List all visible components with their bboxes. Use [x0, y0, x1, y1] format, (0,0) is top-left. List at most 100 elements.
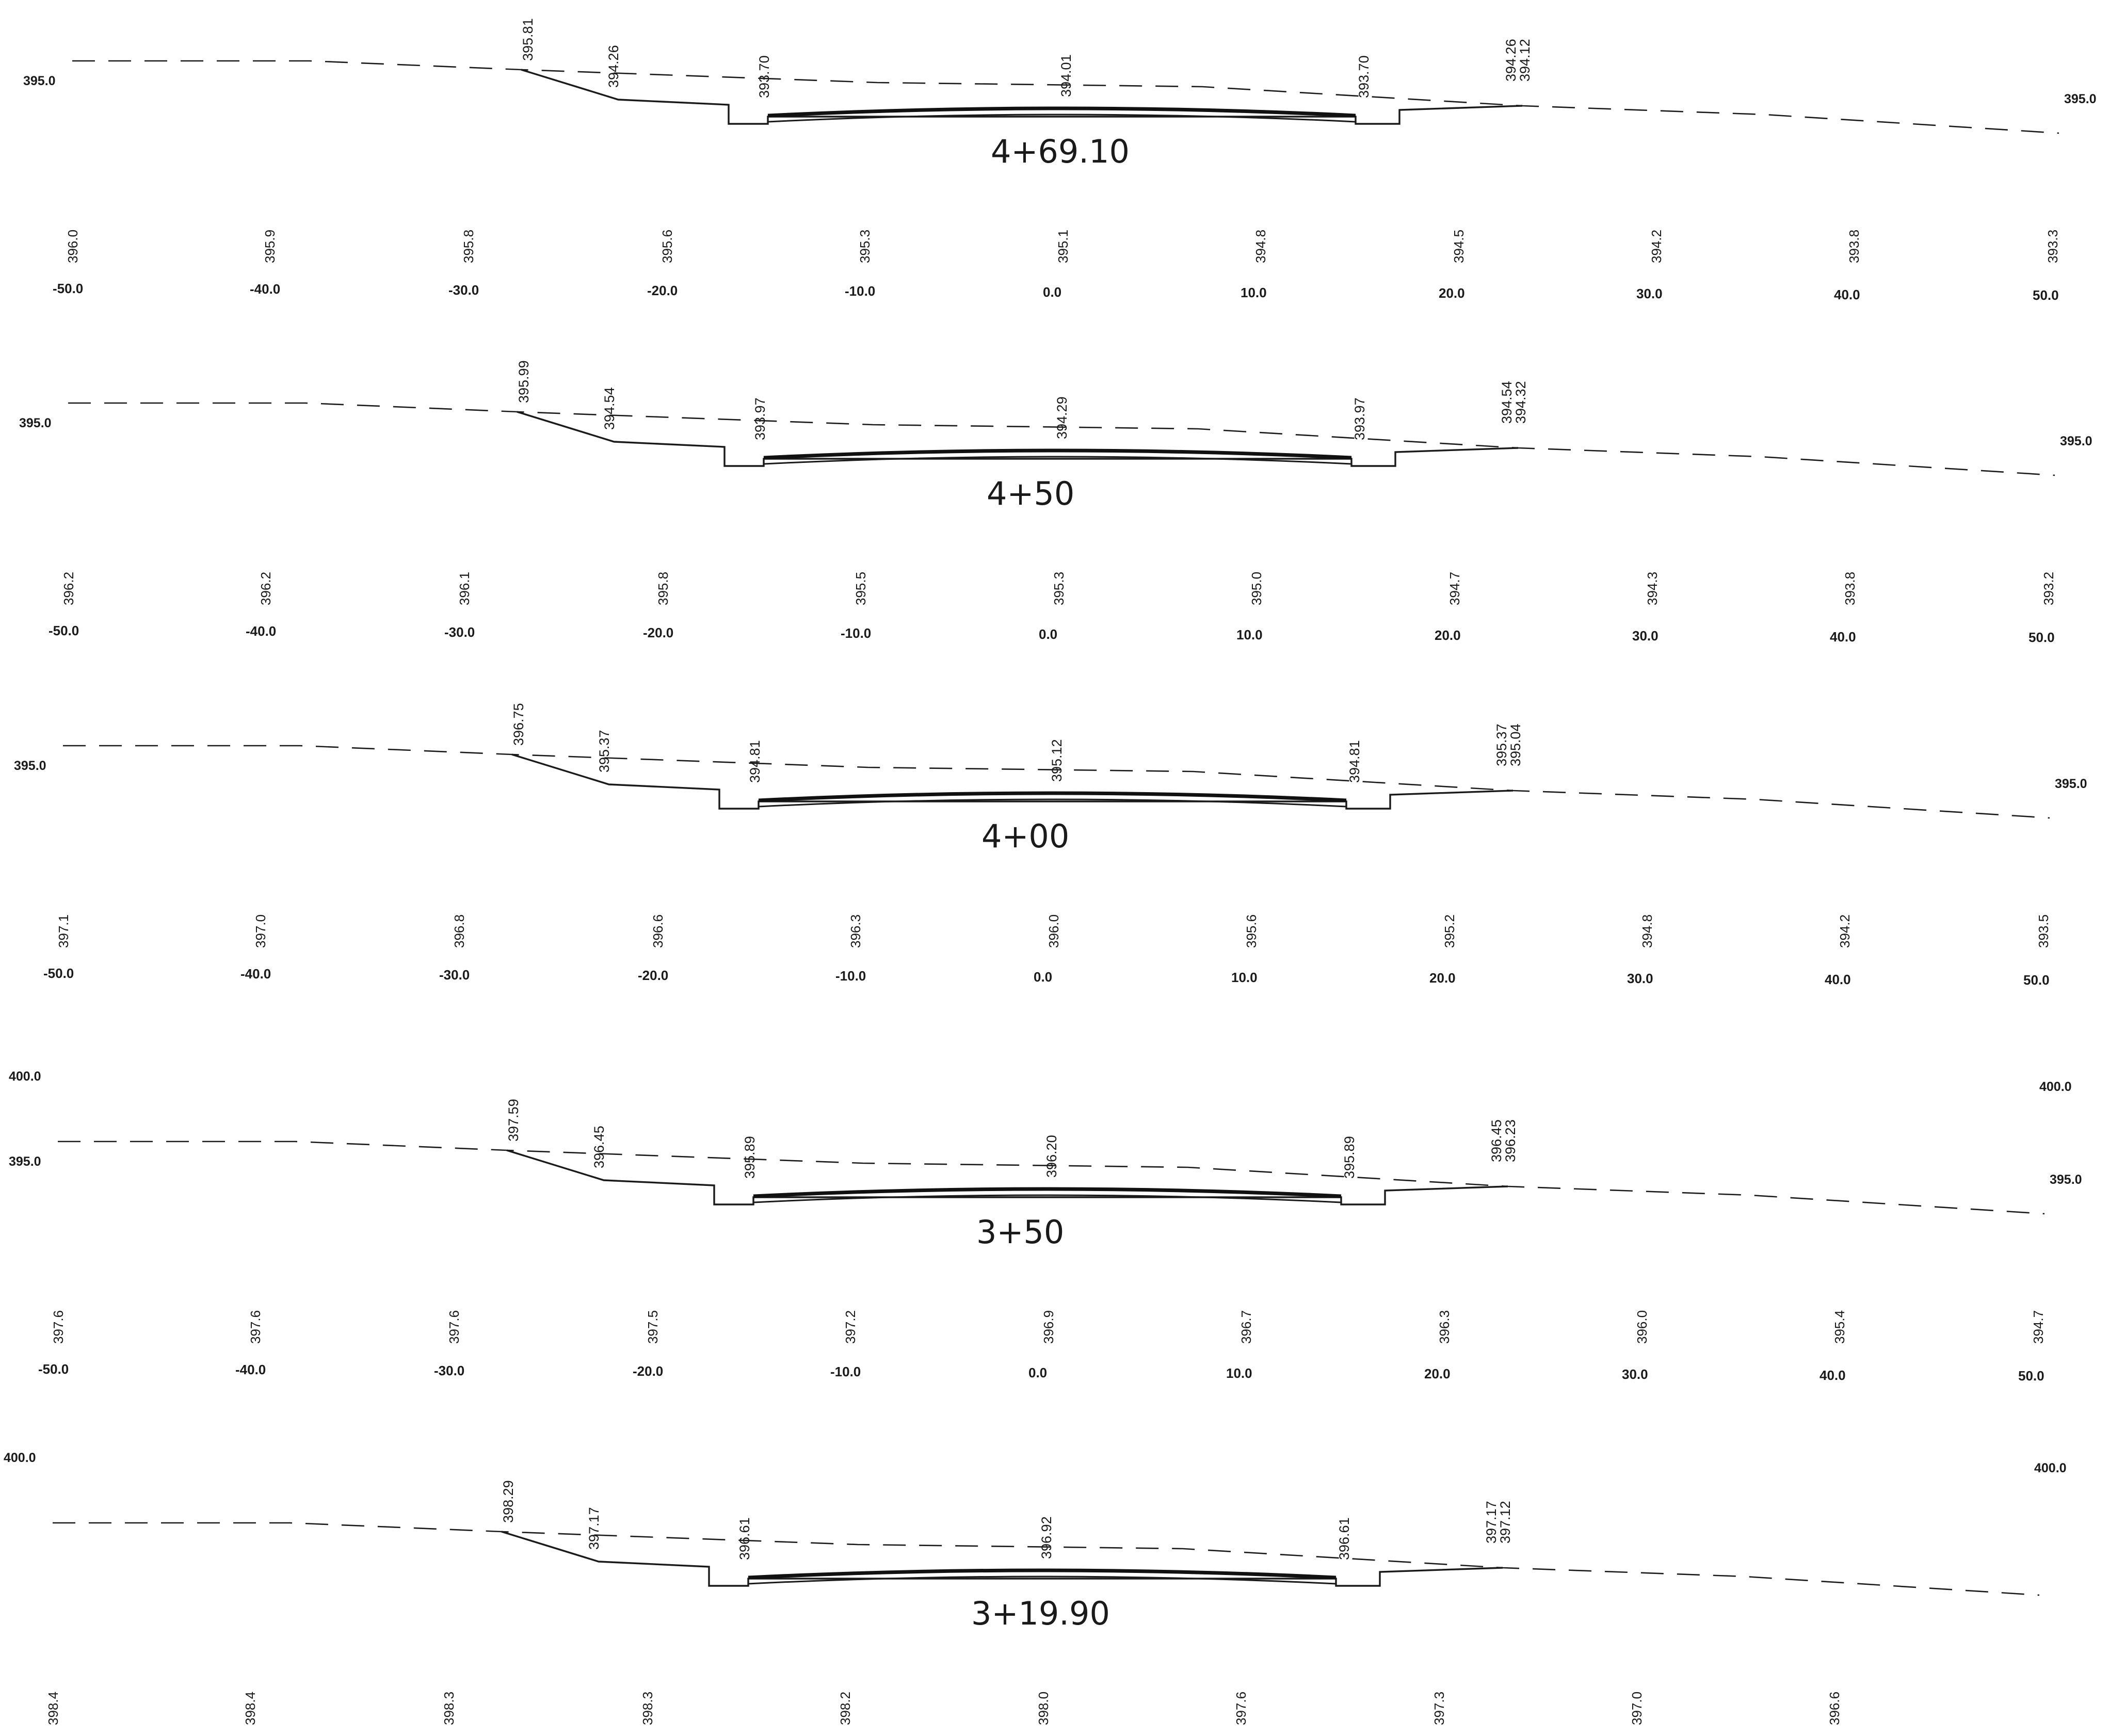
ground-elevation: 395.1: [1055, 230, 1071, 263]
elevation-callout: 396.61: [737, 1517, 752, 1560]
offset-label: -10.0: [845, 283, 875, 299]
elevation-callout: 397.12: [1498, 1501, 1513, 1544]
offset-label: -30.0: [434, 1363, 464, 1378]
existing-ground-line: [63, 745, 2050, 819]
pavement-surface: [763, 448, 1352, 460]
offset-label: -10.0: [830, 1364, 861, 1379]
ground-elevation: 394.5: [1451, 230, 1467, 263]
ground-elevation: 395.6: [1244, 914, 1259, 948]
elevation-callout: 396.45: [591, 1126, 607, 1168]
elevation-callout: 394.32: [1513, 381, 1528, 424]
ground-elevation: 397.5: [645, 1310, 661, 1344]
station-label: 4+69.10: [991, 133, 1130, 170]
elevation-callout: 394.81: [1347, 740, 1362, 783]
ground-elevation: 398.2: [838, 1692, 853, 1725]
elevation-callout: 397.17: [586, 1507, 602, 1550]
pavement-base: [753, 1194, 1342, 1203]
elevation-callout: 396.61: [1337, 1517, 1352, 1560]
elevation-callout: 394.01: [1058, 54, 1074, 97]
elevation-callout: 395.81: [520, 18, 536, 61]
existing-ground-line: [68, 402, 2055, 476]
axis-label-right: 395.0: [2055, 777, 2087, 791]
ground-elevation: 397.6: [446, 1310, 462, 1344]
ground-elevation: 397.2: [843, 1310, 858, 1344]
elevation-callout: 394.12: [1517, 39, 1533, 82]
elevation-callout: 393.97: [752, 397, 768, 440]
ground-elevation: 396.3: [1437, 1310, 1452, 1344]
offset-label: -20.0: [643, 625, 673, 640]
ground-elevation: 394.7: [1447, 572, 1462, 605]
ground-elevation: 397.6: [1233, 1692, 1249, 1725]
elevation-callout: 394.26: [606, 45, 621, 88]
axis-label-left: 395.0: [23, 74, 56, 88]
offset-label: -40.0: [250, 281, 280, 297]
elevation-callout: 398.29: [501, 1480, 516, 1523]
station-label: 4+00: [981, 817, 1069, 855]
ground-elevation: 396.3: [848, 914, 863, 948]
elevation-callout: 395.12: [1049, 739, 1065, 782]
ground-elevation: 394.2: [1837, 914, 1853, 948]
ground-elevation: 397.6: [248, 1310, 263, 1344]
axis-label-left: 395.0: [9, 1154, 41, 1169]
axis-label-right: 395.0: [2060, 434, 2092, 448]
ground-elevation: 396.6: [1827, 1692, 1842, 1725]
pavement-surface: [767, 106, 1356, 118]
offset-label: 20.0: [1435, 628, 1461, 643]
ground-elevation: 395.2: [1442, 914, 1457, 948]
cross-section-3: 395.0 395.0 400.0 400.0 397.59 396.45 395.89 39…: [9, 1069, 2082, 1384]
axis-label-right-top: 400.0: [2039, 1080, 2072, 1094]
ground-elevation: 395.4: [1832, 1310, 1847, 1344]
axis-label-left: 395.0: [19, 416, 52, 430]
offset-label: 40.0: [1834, 287, 1860, 302]
ground-elevation: 394.7: [2031, 1310, 2046, 1344]
design-template-line: [501, 1531, 1503, 1587]
elevation-callout: 395.99: [516, 360, 532, 403]
ground-elevation: 394.8: [1253, 230, 1268, 263]
elevation-callout: 395.37: [597, 730, 612, 773]
axis-label-left: 395.0: [14, 759, 46, 773]
offset-label: -50.0: [43, 966, 74, 981]
offset-label: 30.0: [1636, 286, 1663, 301]
axis-label-left-top: 400.0: [4, 1451, 36, 1465]
elevation-callout: 394.54: [602, 387, 617, 430]
offset-label: 0.0: [1034, 969, 1052, 985]
elevation-callout: 395.89: [1342, 1136, 1357, 1179]
elevation-callout: 396.20: [1044, 1135, 1059, 1178]
ground-elevation: 396.7: [1238, 1310, 1254, 1344]
station-label: 4+50: [987, 475, 1074, 512]
ground-elevation: 395.3: [1051, 572, 1067, 605]
station-label: 3+19.90: [971, 1595, 1110, 1632]
ground-elevation: 396.6: [650, 914, 666, 948]
ground-elevation: 396.2: [61, 572, 76, 605]
axis-label-right: 395.0: [2050, 1172, 2082, 1187]
ground-elevation: 396.1: [457, 572, 472, 605]
axis-label-right: 395.0: [2064, 92, 2097, 106]
existing-ground-line: [58, 1140, 2045, 1215]
offset-label: -20.0: [638, 968, 668, 983]
ground-elevation: 397.0: [253, 914, 268, 948]
elevation-callout: 393.70: [1356, 55, 1372, 98]
ground-elevation: 395.8: [655, 572, 671, 605]
design-template-line: [511, 753, 1514, 810]
existing-ground-line: [53, 1522, 2040, 1596]
ground-elevation: 393.5: [2036, 914, 2051, 948]
offset-label: 0.0: [1039, 626, 1057, 642]
offset-label: -50.0: [53, 281, 83, 296]
pavement-base: [763, 456, 1352, 465]
ground-elevation: 398.4: [243, 1692, 258, 1725]
ground-elevation: 398.3: [640, 1692, 655, 1725]
offset-label: -40.0: [240, 966, 271, 982]
ground-elevation: 398.0: [1036, 1692, 1051, 1725]
elevation-callout: 394.81: [747, 740, 763, 783]
offset-label: -10.0: [835, 968, 866, 984]
pavement-base: [758, 798, 1347, 808]
ground-elevation: 395.8: [461, 230, 476, 263]
elevation-callout: 393.70: [756, 55, 772, 98]
offset-label: 50.0: [2028, 630, 2055, 645]
cross-section-0: 395.0 395.0 395.81 394.26 393.70 394.01 393.70…: [23, 18, 2097, 303]
design-template-line: [521, 69, 1523, 125]
elevation-callout: 397.59: [506, 1099, 521, 1142]
ground-elevation: 394.3: [1645, 572, 1660, 605]
ground-elevation: 396.9: [1041, 1310, 1056, 1344]
